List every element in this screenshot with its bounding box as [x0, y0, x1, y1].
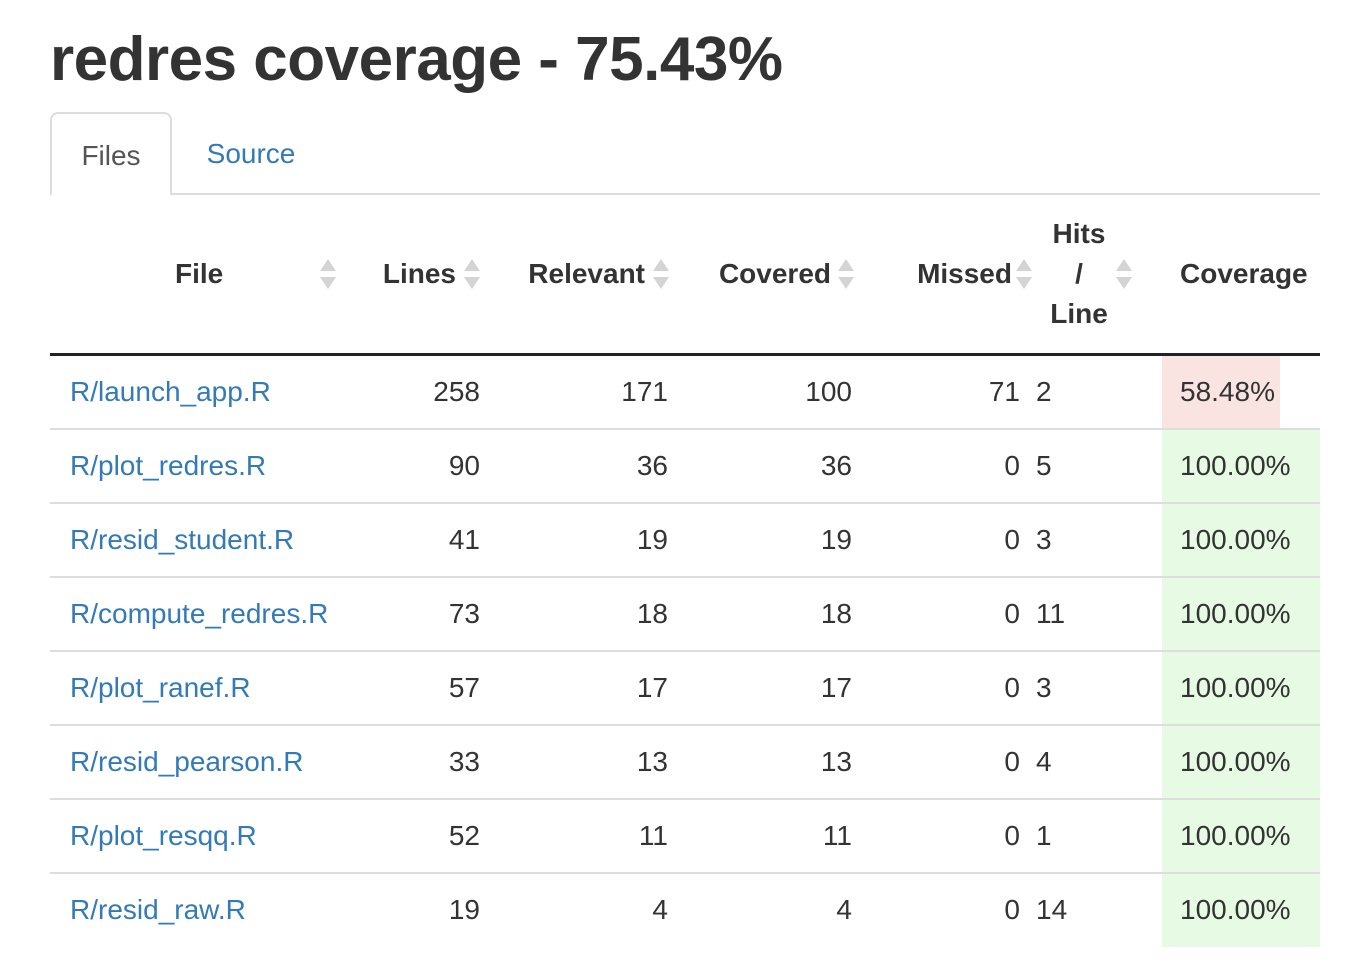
column-header-coverage-label: Coverage — [1180, 258, 1308, 290]
table-row: R/resid_pearson.R 33 13 13 0 4 100.00% — [50, 723, 1320, 799]
missed-cell: 0 — [864, 427, 1032, 503]
hits-cell: 11 — [1032, 575, 1162, 651]
file-link[interactable]: R/resid_student.R — [50, 501, 350, 577]
coverage-table-container: File Lines Relevant Covered — [50, 196, 1320, 968]
coverage-table: File Lines Relevant Covered — [50, 196, 1320, 947]
relevant-cell: 36 — [492, 427, 680, 503]
coverage-cell: 100.00% — [1162, 427, 1320, 503]
missed-cell: 71 — [988, 375, 1020, 407]
table-row: R/launch_app.R 258 171 100 71 2 58.48% — [50, 354, 1320, 429]
hits-cell: 5 — [1032, 427, 1162, 503]
column-header-relevant-label: Relevant — [528, 258, 645, 290]
lines-cell: 41 — [350, 501, 492, 577]
hits-cell: 2 — [1036, 375, 1052, 407]
coverage-badge-low: 58.48% — [1162, 355, 1280, 428]
hits-label-line-1: Hits — [1052, 218, 1106, 250]
sort-both-icon[interactable] — [1016, 259, 1032, 290]
column-header-coverage[interactable]: Coverage — [1162, 196, 1320, 356]
lines-cell: 33 — [350, 723, 492, 799]
column-header-hits-label: Hits / Line — [1048, 214, 1110, 334]
coverage-cell: 100.00% — [1162, 501, 1320, 577]
covered-cell: 100 — [805, 375, 852, 407]
missed-cell: 0 — [864, 575, 1032, 651]
file-link[interactable]: R/launch_app.R — [70, 375, 271, 407]
hits-cell: 3 — [1032, 649, 1162, 725]
file-link[interactable]: R/plot_resqq.R — [50, 797, 350, 873]
table-row: R/plot_ranef.R 57 17 17 0 3 100.00% — [50, 649, 1320, 725]
covered-cell: 36 — [680, 427, 864, 503]
sort-both-icon[interactable] — [1116, 259, 1132, 290]
relevant-cell: 11 — [492, 797, 680, 873]
column-header-file-label: File — [175, 258, 224, 290]
column-header-covered[interactable]: Covered — [680, 196, 864, 356]
hits-label-line-3: Line — [1050, 298, 1108, 330]
tab-source[interactable]: Source — [206, 138, 296, 169]
relevant-cell: 19 — [492, 501, 680, 577]
coverage-cell: 100.00% — [1162, 575, 1320, 651]
coverage-cell: 58.48% — [1162, 354, 1320, 429]
sort-both-icon[interactable] — [464, 259, 480, 290]
covered-cell: 11 — [680, 797, 864, 873]
covered-cell: 18 — [680, 575, 864, 651]
lines-cell: 258 — [433, 375, 480, 407]
relevant-cell: 171 — [621, 375, 668, 407]
column-header-lines-label: Lines — [382, 258, 456, 290]
lines-cell: 90 — [350, 427, 492, 503]
hits-cell: 1 — [1032, 797, 1162, 873]
sort-both-icon[interactable] — [838, 259, 854, 290]
hits-cell: 4 — [1032, 723, 1162, 799]
table-row: R/resid_raw.R 19 4 4 0 14 100.00% — [50, 871, 1320, 947]
file-link[interactable]: R/plot_ranef.R — [50, 649, 350, 725]
lines-cell: 19 — [350, 871, 492, 947]
missed-cell: 0 — [864, 723, 1032, 799]
missed-cell: 0 — [864, 501, 1032, 577]
file-link[interactable]: R/compute_redres.R — [50, 575, 350, 651]
file-link[interactable]: R/resid_pearson.R — [50, 723, 350, 799]
tab-bar: Files Source — [50, 112, 1320, 196]
relevant-cell: 4 — [492, 871, 680, 947]
table-row: R/plot_resqq.R 52 11 11 0 1 100.00% — [50, 797, 1320, 873]
sort-both-icon[interactable] — [653, 259, 669, 290]
file-link[interactable]: R/plot_redres.R — [50, 427, 350, 503]
coverage-cell: 100.00% — [1162, 871, 1320, 947]
table-row: R/resid_student.R 41 19 19 0 3 100.00% — [50, 501, 1320, 577]
column-header-file[interactable]: File — [50, 196, 350, 356]
column-header-covered-label: Covered — [718, 258, 831, 290]
covered-cell: 19 — [680, 501, 864, 577]
table-row: R/plot_redres.R 90 36 36 0 5 100.00% — [50, 427, 1320, 503]
coverage-cell: 100.00% — [1162, 649, 1320, 725]
missed-cell: 0 — [864, 871, 1032, 947]
missed-cell: 0 — [864, 649, 1032, 725]
coverage-cell: 100.00% — [1162, 797, 1320, 873]
covered-cell: 4 — [680, 871, 864, 947]
lines-cell: 73 — [350, 575, 492, 651]
covered-cell: 17 — [680, 649, 864, 725]
column-header-hits-per-line[interactable]: Hits / Line — [1032, 196, 1162, 356]
column-header-lines[interactable]: Lines — [350, 196, 492, 356]
hits-cell: 14 — [1032, 871, 1162, 947]
column-header-relevant[interactable]: Relevant — [492, 196, 680, 356]
missed-cell: 0 — [864, 797, 1032, 873]
table-row: R/compute_redres.R 73 18 18 0 11 100.00% — [50, 575, 1320, 651]
hits-cell: 3 — [1032, 501, 1162, 577]
lines-cell: 57 — [350, 649, 492, 725]
sort-both-icon[interactable] — [320, 259, 336, 290]
page-title: redres coverage - 75.43% — [50, 25, 783, 94]
relevant-cell: 13 — [492, 723, 680, 799]
hits-label-line-2: / — [1075, 258, 1083, 290]
coverage-cell: 100.00% — [1162, 723, 1320, 799]
tab-files[interactable]: Files — [50, 112, 172, 196]
column-header-missed[interactable]: Missed — [864, 196, 1032, 356]
column-header-missed-label: Missed — [917, 258, 1012, 290]
relevant-cell: 18 — [492, 575, 680, 651]
lines-cell: 52 — [350, 797, 492, 873]
file-link[interactable]: R/resid_raw.R — [50, 871, 350, 947]
relevant-cell: 17 — [492, 649, 680, 725]
table-header-row: File Lines Relevant Covered — [50, 196, 1320, 356]
covered-cell: 13 — [680, 723, 864, 799]
